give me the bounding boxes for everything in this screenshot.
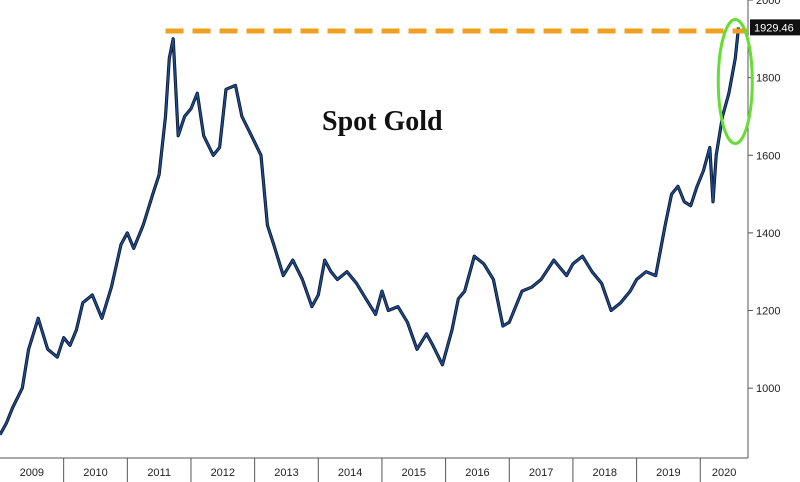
x-tick-label: 2019 [656,467,680,479]
x-tick-label: 2011 [147,467,171,479]
x-tick-label: 2017 [529,467,553,479]
x-axis: 2009 2010 2011 2012 2013 2014 2015 2016 2017 2018… [0,457,748,482]
chart-title: Spot Gold [322,106,443,137]
x-tick-label: 2009 [20,467,44,479]
last-value-badge [750,19,800,36]
x-tick-label: 2012 [211,467,235,479]
highlight-circle [716,18,754,146]
x-tick-label: 2015 [402,467,426,479]
y-tick-label: 1800 [756,73,780,85]
y-axis-ticks: 1000 1200 1400 1600 1800 2000 [748,0,780,395]
y-tick-label: 2000 [756,0,780,7]
y-axis: 1000 1200 1400 1600 1800 2000 [747,0,780,458]
x-tick-label: 2016 [465,467,489,479]
y-tick-label: 1400 [756,228,780,240]
x-tick-label: 2014 [338,467,362,479]
last-value-label: 1929.46 [754,22,794,34]
x-tick-label: 2020 [712,467,736,479]
series-layer [0,27,741,436]
y-tick-label: 1200 [756,306,780,318]
y-tick-label: 1600 [756,150,780,162]
series-line [0,27,740,436]
x-tick-label: 2010 [83,467,107,479]
x-axis-ticks: 2009 2010 2011 2012 2013 2014 2015 2016 2017 2018… [20,458,736,482]
x-tick-label: 2013 [274,467,298,479]
y-tick-label: 1000 [756,383,780,395]
last-value-marker: 1929.46 [750,19,800,36]
x-tick-label: 2018 [593,467,617,479]
